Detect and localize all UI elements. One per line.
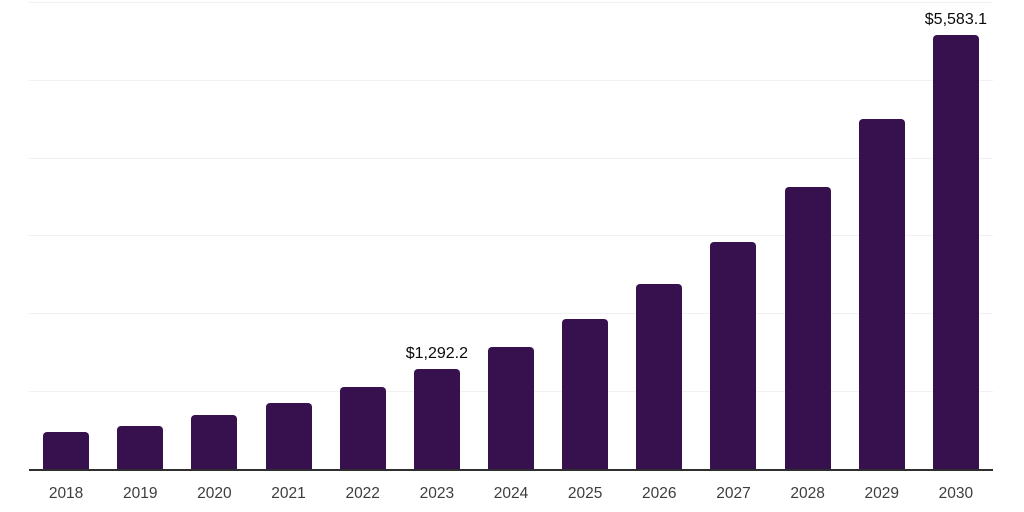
gridline (29, 313, 993, 314)
bar-2029 (858, 119, 905, 469)
x-tick-label: 2023 (419, 485, 455, 502)
bar-2021 (265, 402, 312, 469)
bar-2025 (562, 318, 609, 469)
x-tick-label: 2019 (122, 485, 158, 502)
x-tick-label: 2020 (197, 485, 232, 502)
x-tick-label: 2028 (790, 485, 825, 502)
x-tick-label: 2029 (864, 485, 900, 502)
x-tick-label: 2018 (48, 485, 84, 502)
x-tick-label: 2027 (716, 485, 751, 502)
x-tick-label: 2030 (938, 485, 974, 502)
bar-value-label-2023: $1,292.2 (405, 344, 468, 362)
x-tick-label: 2025 (567, 485, 603, 502)
gridline (29, 2, 993, 3)
x-tick-label: 2024 (493, 485, 529, 502)
bar-2023 (413, 368, 460, 469)
bar-2028 (784, 187, 831, 469)
gridline (29, 235, 993, 237)
x-tick-label: 2026 (642, 485, 677, 502)
bar-2026 (636, 283, 683, 469)
x-tick-label: 2021 (271, 485, 306, 502)
bar-2020 (191, 414, 238, 469)
bar-2024 (488, 346, 534, 469)
bar-2022 (339, 386, 386, 469)
bar-2018 (43, 432, 90, 469)
x-tick-label: 2022 (345, 485, 380, 502)
gridline (29, 79, 993, 81)
gridline (29, 157, 993, 159)
bar-2030 (932, 34, 979, 469)
bar-2027 (710, 241, 757, 469)
bar-value-label-2030: $5,583.1 (924, 10, 988, 28)
bar-2019 (117, 425, 164, 469)
x-axis-line (29, 469, 993, 471)
